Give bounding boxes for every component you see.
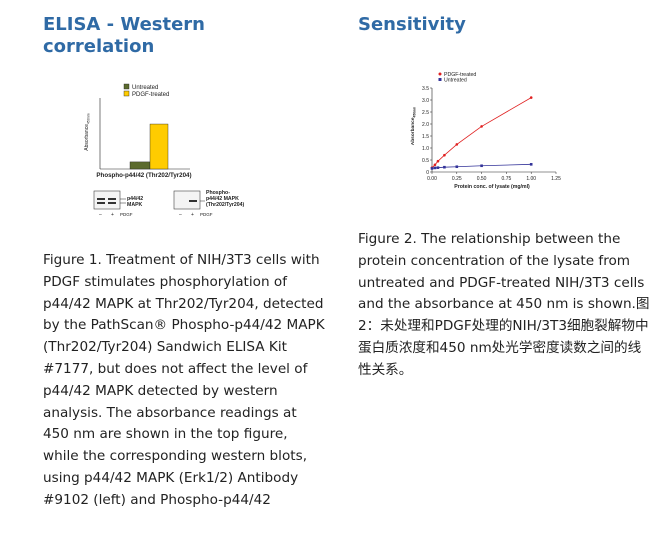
point-pdgf <box>455 143 459 146</box>
blot-left-label: p44/42 MAPK <box>127 196 143 208</box>
legend-label-untreated: Untreated <box>132 85 158 91</box>
point-untreated <box>430 167 434 170</box>
point-untreated <box>436 166 440 169</box>
line-y-axis-label: Absorbance450nm <box>410 107 417 145</box>
figure1-bar-chart: Untreated PDGF-treated Absorbance450nm P… <box>84 83 245 218</box>
bar-untreated <box>129 161 151 170</box>
y-tick-label: 3.0 <box>422 98 429 104</box>
point-pdgf <box>433 163 437 167</box>
point-pdgf <box>529 96 533 99</box>
series-line-pdgf <box>431 97 532 168</box>
blot-left-minus: – <box>99 212 102 218</box>
line-x-axis-label: Protein conc. of lysate (mg/ml) <box>454 184 530 190</box>
blot-right-minus: – <box>179 212 182 218</box>
x-tick-label: 1.00 <box>526 176 536 182</box>
blot-left-pdgf: PDGF <box>120 212 133 217</box>
blot-left-plus: + <box>111 212 114 218</box>
y-tick-label: 1.5 <box>422 134 429 140</box>
x-tick-label: 0.50 <box>477 176 487 182</box>
y-tick-label: 0.5 <box>422 158 429 164</box>
point-pdgf <box>480 125 483 128</box>
western-blot-right: Phospho-p44/42 MAPK (Thr202/Tyr204) – + P… <box>173 190 245 218</box>
blot-right-plus: + <box>191 212 194 218</box>
figure2-line-chart: PDGF-treated Untreated Absorbance450nm P… <box>410 72 561 190</box>
x-tick-label: 0.75 <box>502 176 512 182</box>
bar-x-axis-label: Phospho-p44/42 (Thr202/Tyr204) <box>96 172 191 179</box>
point-untreated <box>433 166 437 170</box>
point-pdgf <box>436 159 440 163</box>
bar-y-axis-label: Absorbance450nm <box>84 113 91 150</box>
western-blot-left: p44/42 MAPK – + PDGF <box>93 190 143 218</box>
y-tick-label: 0 <box>426 170 429 176</box>
x-tick-label: 0.00 <box>427 176 437 182</box>
legend-label-pdgf-line: PDGF-treated <box>444 72 476 78</box>
legend-marker-pdgf <box>438 72 442 76</box>
y-tick-label: 2.5 <box>422 110 429 116</box>
y-tick-label: 3.5 <box>422 86 429 92</box>
bar-pdgf <box>149 123 169 170</box>
legend-swatch-pdgf <box>123 90 130 97</box>
legend-label-pdgf: PDGF-treated <box>132 92 169 98</box>
point-pdgf <box>443 153 446 157</box>
point-untreated <box>529 163 533 166</box>
figure2-caption: Figure 2. The relationship between the p… <box>358 231 650 378</box>
legend-swatch-untreated <box>123 83 130 90</box>
figure2-heading: Sensitivity <box>358 14 466 35</box>
figure1-caption: Figure 1. Treatment of NIH/3T3 cells wit… <box>43 252 325 508</box>
x-tick-label: 0.25 <box>452 176 462 182</box>
point-untreated <box>480 164 483 168</box>
legend-label-untreated-line: Untreated <box>444 78 467 84</box>
blot-right-label: Phospho-p44/42 MAPK (Thr202/Tyr204) <box>206 190 245 208</box>
x-tick-label: 1.25 <box>551 176 561 182</box>
y-tick-label: 2.0 <box>422 122 429 128</box>
blot-right-pdgf: PDGF <box>200 212 213 217</box>
point-untreated <box>443 165 446 169</box>
figure1-heading: ELISA - Western correlation <box>43 14 205 57</box>
legend-marker-untreated <box>438 78 442 81</box>
point-untreated <box>455 165 459 169</box>
y-tick-label: 1.0 <box>422 146 429 152</box>
